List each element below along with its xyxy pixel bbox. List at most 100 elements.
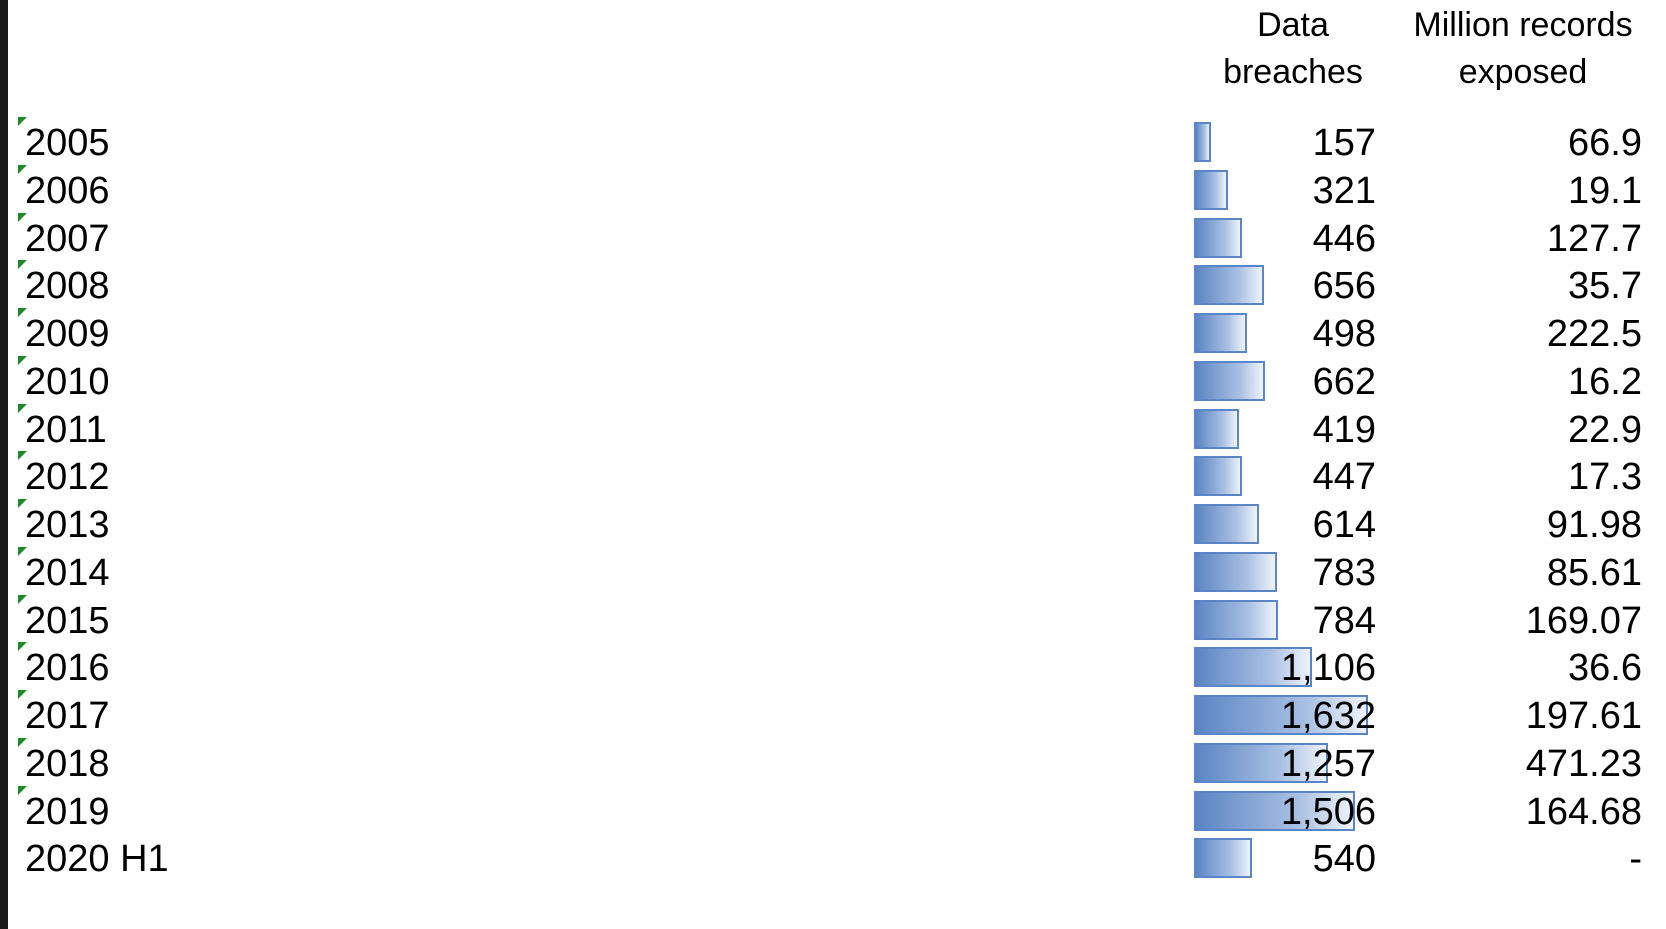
table-row: 2019 1,506 164.68 [8, 785, 1666, 837]
year-cell[interactable]: 2011 [25, 408, 107, 451]
table-row: 2017 1,632 197.61 [8, 690, 1666, 741]
records-cell[interactable]: 36.6 [1568, 647, 1642, 690]
cell-error-flag-icon [18, 355, 27, 365]
records-cell[interactable]: 91.98 [1546, 504, 1642, 546]
year-cell[interactable]: 2019 [25, 790, 110, 833]
year-cell[interactable]: 2008 [25, 265, 110, 308]
year-cell[interactable]: 2012 [25, 456, 110, 499]
breaches-cell[interactable]: 419 [1312, 408, 1376, 451]
column-header-data-breaches[interactable]: Data breaches [1198, 2, 1388, 96]
cell-error-flag-icon [18, 499, 27, 508]
data-bar [1194, 169, 1229, 210]
cell-error-flag-icon [18, 403, 27, 413]
column-header-million-records[interactable]: Million records exposed [1400, 2, 1646, 96]
table-row: 2008 656 35.7 [8, 260, 1666, 311]
table-row: 2015 784 169.07 [8, 594, 1666, 646]
column-header-line: exposed [1458, 53, 1588, 91]
breaches-cell[interactable]: 446 [1312, 217, 1376, 260]
breaches-cell[interactable]: 662 [1312, 360, 1376, 403]
breaches-cell[interactable]: 614 [1312, 504, 1376, 546]
data-bar [1194, 742, 1329, 783]
data-bar [1194, 313, 1248, 353]
records-cell[interactable]: 17.3 [1568, 456, 1642, 499]
year-cell[interactable]: 2005 [25, 122, 110, 164]
cell-error-flag-icon [18, 594, 27, 604]
year-cell[interactable]: 2007 [25, 217, 110, 260]
breaches-cell[interactable]: 157 [1312, 122, 1376, 164]
year-cell[interactable]: 2006 [25, 169, 110, 212]
cell-error-flag-icon [18, 212, 27, 222]
table-row: 2006 321 19.1 [8, 164, 1666, 216]
records-cell[interactable]: 35.7 [1568, 265, 1642, 308]
column-header-line: breaches [1223, 53, 1363, 91]
year-cell[interactable]: 2013 [25, 504, 110, 546]
year-cell[interactable]: 2017 [25, 695, 110, 737]
data-bar [1194, 647, 1312, 688]
cell-error-flag-icon [18, 690, 27, 699]
cell-error-flag-icon [18, 546, 27, 556]
breaches-cell[interactable]: 1,106 [1280, 647, 1376, 690]
records-cell[interactable]: 127.7 [1546, 217, 1642, 260]
records-cell[interactable]: 66.9 [1568, 122, 1642, 164]
year-cell[interactable]: 2015 [25, 599, 110, 642]
records-cell[interactable]: 222.5 [1546, 313, 1642, 355]
records-cell[interactable]: 197.61 [1525, 695, 1642, 737]
data-bar [1194, 360, 1265, 401]
table-row: 2013 614 91.98 [8, 499, 1666, 550]
breaches-cell[interactable]: 1,257 [1280, 742, 1376, 785]
year-cell[interactable]: 2014 [25, 551, 110, 594]
records-cell[interactable]: 164.68 [1525, 790, 1642, 833]
year-cell[interactable]: 2020 H1 [25, 838, 169, 881]
table-row: 2018 1,257 471.23 [8, 737, 1666, 789]
cell-error-flag-icon [18, 785, 27, 795]
spreadsheet-area: Data breaches Million records exposed 20… [8, 0, 1666, 929]
cell-error-flag-icon [18, 451, 27, 461]
breaches-cell[interactable]: 498 [1312, 313, 1376, 355]
cell-error-flag-icon [18, 117, 27, 126]
data-bar [1194, 265, 1264, 306]
column-header-line: Million records [1413, 6, 1633, 44]
data-bar [1194, 695, 1368, 735]
year-cell[interactable]: 2018 [25, 742, 110, 785]
data-bar [1194, 551, 1278, 592]
records-cell[interactable]: - [1629, 838, 1642, 881]
table-row: 2012 447 17.3 [8, 451, 1666, 502]
breaches-cell[interactable]: 656 [1312, 265, 1376, 308]
table-row: 2011 419 22.9 [8, 403, 1666, 455]
year-cell[interactable]: 2016 [25, 647, 110, 690]
year-cell[interactable]: 2010 [25, 360, 110, 403]
cell-error-flag-icon [18, 164, 27, 174]
breaches-cell[interactable]: 321 [1312, 169, 1376, 212]
data-bar [1194, 122, 1211, 162]
breaches-cell[interactable]: 540 [1312, 838, 1376, 881]
records-cell[interactable]: 19.1 [1568, 169, 1642, 212]
records-cell[interactable]: 22.9 [1568, 408, 1642, 451]
records-cell[interactable]: 85.61 [1546, 551, 1642, 594]
breaches-cell[interactable]: 784 [1312, 599, 1376, 642]
table-row: 2007 446 127.7 [8, 212, 1666, 264]
data-bar [1194, 456, 1242, 497]
cell-error-flag-icon [18, 642, 27, 652]
cell-error-flag-icon [18, 308, 27, 317]
table-row: 2016 1,106 36.6 [8, 642, 1666, 693]
table-row: 2009 498 222.5 [8, 308, 1666, 359]
data-bar [1194, 217, 1242, 258]
breaches-cell[interactable]: 1,506 [1280, 790, 1376, 833]
table-row: 2010 662 16.2 [8, 355, 1666, 407]
cell-error-flag-icon [18, 737, 27, 747]
breaches-cell[interactable]: 1,632 [1280, 695, 1376, 737]
table-row: 2020 H1 540 - [8, 833, 1666, 884]
cell-error-flag-icon [18, 260, 27, 270]
data-bar [1194, 408, 1239, 449]
data-bar [1194, 838, 1252, 879]
records-cell[interactable]: 471.23 [1525, 742, 1642, 785]
breaches-cell[interactable]: 783 [1312, 551, 1376, 594]
column-header-line: Data [1257, 6, 1329, 44]
year-cell[interactable]: 2009 [25, 313, 110, 355]
records-cell[interactable]: 16.2 [1568, 360, 1642, 403]
breaches-cell[interactable]: 447 [1312, 456, 1376, 499]
data-bar [1194, 599, 1278, 640]
records-cell[interactable]: 169.07 [1525, 599, 1642, 642]
data-bar [1194, 504, 1260, 544]
data-bar [1194, 790, 1355, 831]
